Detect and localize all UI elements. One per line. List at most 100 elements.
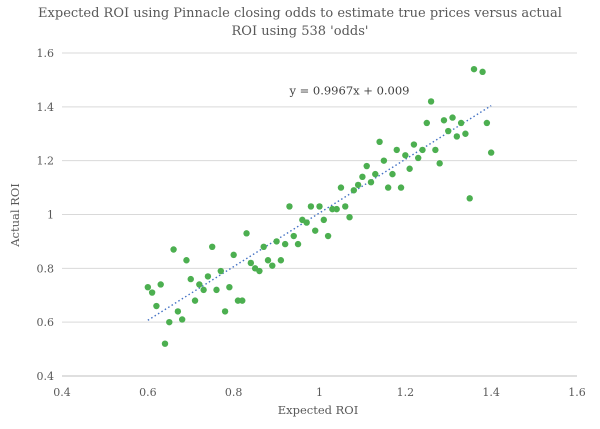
data-point bbox=[487, 149, 495, 156]
data-point bbox=[312, 227, 319, 234]
x-tick-label: 1 bbox=[316, 386, 323, 399]
data-point bbox=[470, 65, 478, 73]
data-point bbox=[342, 203, 349, 210]
data-point bbox=[363, 162, 370, 170]
data-point bbox=[161, 340, 169, 347]
data-point bbox=[346, 213, 353, 221]
data-point bbox=[372, 170, 379, 178]
data-point bbox=[213, 286, 220, 294]
y-axis-title: Actual ROI bbox=[8, 183, 22, 248]
data-point bbox=[256, 267, 263, 275]
data-point bbox=[320, 216, 327, 224]
data-point bbox=[230, 251, 237, 259]
data-point bbox=[389, 170, 396, 178]
chart-title-line-1: Expected ROI using Pinnacle closing odds… bbox=[38, 6, 562, 21]
data-point bbox=[303, 219, 310, 226]
x-tick-label: 0.8 bbox=[225, 386, 243, 399]
data-point bbox=[359, 173, 366, 181]
data-point bbox=[423, 119, 430, 127]
trendline-group: y = 0.9967x + 0.009 bbox=[147, 84, 492, 321]
data-point bbox=[393, 146, 400, 154]
x-axis-title: Expected ROI bbox=[278, 403, 359, 417]
y-tick-label: 1.6 bbox=[37, 47, 55, 60]
data-point bbox=[406, 165, 413, 172]
x-tick-label: 1.4 bbox=[482, 386, 500, 399]
x-tick-label: 0.6 bbox=[139, 386, 157, 399]
grid-lines bbox=[62, 52, 577, 323]
x-tick-label: 1.6 bbox=[568, 386, 586, 399]
data-point bbox=[384, 184, 392, 191]
x-tick-label: 0.4 bbox=[53, 386, 71, 399]
data-point bbox=[209, 243, 216, 250]
data-point bbox=[445, 127, 452, 135]
data-point bbox=[217, 267, 224, 275]
data-point bbox=[402, 152, 409, 159]
data-point bbox=[174, 308, 182, 315]
data-point bbox=[410, 141, 418, 148]
data-point bbox=[436, 160, 443, 167]
data-point bbox=[281, 240, 289, 248]
data-point bbox=[483, 119, 491, 127]
data-point bbox=[432, 146, 439, 154]
data-point bbox=[333, 205, 340, 213]
data-point bbox=[415, 154, 422, 162]
data-point bbox=[307, 203, 315, 210]
y-tick-label: 1 bbox=[47, 209, 54, 222]
y-tick-labels: 0.4 0.6 0.8 1 1.2 1.4 1.6 bbox=[37, 47, 55, 383]
chart-title: Expected ROI using Pinnacle closing odds… bbox=[38, 6, 562, 39]
data-point bbox=[462, 130, 469, 137]
data-point bbox=[294, 240, 302, 248]
data-point bbox=[449, 114, 456, 121]
data-point bbox=[243, 230, 250, 237]
trendline-equation: y = 0.9967x + 0.009 bbox=[288, 84, 409, 98]
y-tick-label: 1.2 bbox=[37, 155, 55, 168]
data-point bbox=[376, 138, 383, 146]
data-point bbox=[170, 246, 177, 253]
data-point bbox=[290, 232, 297, 240]
trendline bbox=[147, 105, 492, 321]
data-point bbox=[264, 257, 272, 264]
data-point bbox=[380, 157, 388, 164]
data-point bbox=[157, 281, 164, 288]
data-point bbox=[354, 181, 362, 189]
data-point bbox=[191, 297, 199, 304]
y-tick-label: 0.8 bbox=[37, 262, 55, 275]
x-tick-labels: 0.4 0.6 0.8 1 1.2 1.4 1.6 bbox=[53, 386, 586, 399]
data-point bbox=[316, 203, 323, 210]
data-point bbox=[144, 283, 152, 291]
data-points bbox=[144, 65, 495, 347]
data-point bbox=[187, 275, 194, 283]
y-tick-label: 1.4 bbox=[37, 101, 55, 114]
data-point bbox=[269, 262, 276, 269]
data-point bbox=[397, 184, 405, 191]
data-point bbox=[260, 243, 267, 250]
chart-title-line-2: ROI using 538 'odds' bbox=[232, 24, 369, 39]
data-point bbox=[239, 297, 246, 304]
data-point bbox=[453, 133, 461, 140]
data-point bbox=[153, 302, 160, 310]
data-point bbox=[277, 257, 285, 264]
data-point bbox=[166, 318, 173, 326]
data-point bbox=[367, 179, 375, 186]
data-point bbox=[221, 308, 229, 315]
y-tick-label: 0.4 bbox=[37, 370, 55, 383]
data-point bbox=[324, 232, 332, 240]
data-point bbox=[273, 238, 280, 245]
data-point bbox=[204, 273, 212, 280]
data-point bbox=[479, 68, 486, 76]
data-point bbox=[350, 187, 358, 194]
data-point bbox=[440, 117, 448, 124]
data-point bbox=[183, 257, 190, 264]
y-tick-label: 0.6 bbox=[37, 316, 55, 329]
data-point bbox=[148, 289, 156, 296]
data-point bbox=[196, 281, 203, 288]
x-tick-label: 1.2 bbox=[397, 386, 415, 399]
data-point bbox=[247, 259, 255, 267]
data-point bbox=[200, 286, 207, 294]
data-point bbox=[226, 283, 233, 291]
data-point bbox=[419, 146, 426, 154]
data-point bbox=[466, 195, 473, 202]
data-point bbox=[457, 119, 465, 127]
